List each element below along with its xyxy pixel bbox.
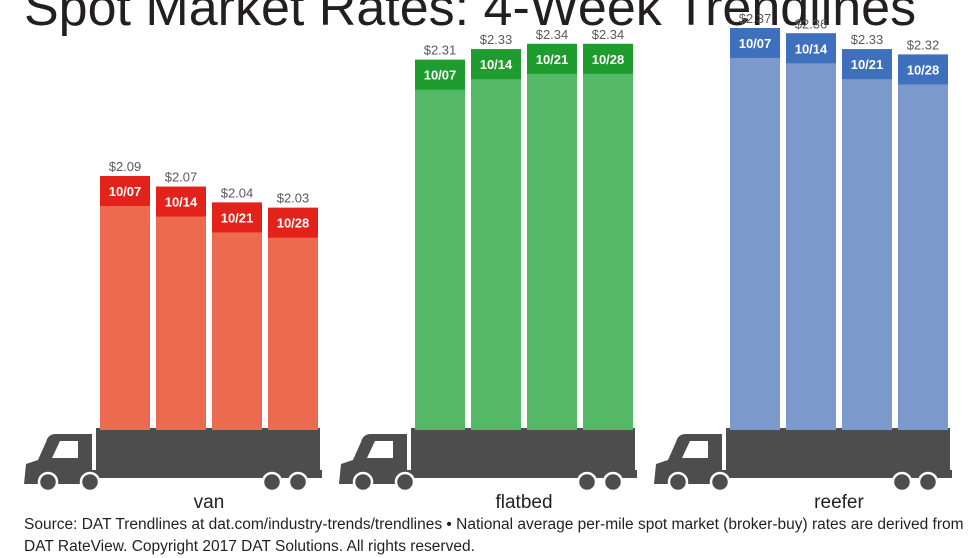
tick-label-van-2: 10/21 [221,210,254,225]
bar-cap-flatbed-3 [583,43,633,74]
bar-reefer-0 [730,28,780,430]
bar-cap-reefer-2 [842,49,892,80]
tick-label-flatbed-0: 10/07 [424,68,457,83]
bar-van-1 [156,186,206,430]
truck-window-1 [367,441,393,458]
tick-label-van-0: 10/07 [109,184,142,199]
data-label-van-2: $2.04 [221,185,254,200]
bar-flatbed-2 [527,43,577,430]
category-label-van: van [194,492,225,513]
bar-cap-van-0 [100,176,150,206]
tick-label-flatbed-3: 10/28 [592,52,625,67]
bar-van-2 [212,202,262,430]
bar-flatbed-0 [415,59,465,430]
truck-window-2 [682,441,708,458]
tick-label-van-3: 10/28 [277,216,310,231]
truck-wheel-1-1 [394,471,416,493]
truck-wheel-1-0 [352,471,374,493]
bar-flatbed-3 [583,43,633,430]
bar-cap-flatbed-1 [471,49,521,80]
bar-cap-reefer-1 [786,33,836,64]
data-label-reefer-1: $2.36 [795,16,828,31]
category-label-flatbed: flatbed [495,492,552,513]
source-note: Source: DAT Trendlines at dat.com/indust… [24,516,964,555]
truck-window-0 [52,441,78,458]
truck-frame-1 [345,470,637,478]
tick-label-reefer-3: 10/28 [907,62,940,77]
bar-cap-reefer-0 [730,28,780,58]
data-label-flatbed-1: $2.33 [480,32,513,47]
data-label-van-3: $2.03 [277,191,310,206]
bar-flatbed-1 [471,49,521,431]
tick-label-van-1: 10/14 [165,195,198,210]
bar-van-3 [268,207,318,430]
truck-frame-0 [30,470,322,478]
tick-label-reefer-0: 10/07 [739,36,772,51]
truck-wheel-2-0 [667,471,689,493]
truck-trailer-2 [726,428,950,476]
category-label-reefer: reefer [814,492,864,513]
bar-reefer-3 [898,54,948,431]
tick-label-reefer-2: 10/21 [851,57,884,72]
data-label-reefer-3: $2.32 [907,37,940,52]
bar-cap-van-3 [268,207,318,238]
tick-label-reefer-1: 10/14 [795,41,828,56]
data-label-van-0: $2.09 [109,159,142,174]
data-label-flatbed-2: $2.34 [536,27,569,42]
bar-cap-flatbed-0 [415,59,465,90]
tick-label-flatbed-1: 10/14 [480,57,513,72]
bar-cap-flatbed-2 [527,43,577,74]
truck-wheel-1-3 [602,471,624,493]
data-label-flatbed-0: $2.31 [424,43,457,58]
truck-wheel-1-2 [576,471,598,493]
data-label-reefer-0: $2.37 [739,11,772,26]
truck-trailer-1 [411,428,635,476]
bar-cap-van-2 [212,202,262,233]
bar-van-0 [100,176,150,430]
bar-cap-reefer-3 [898,54,948,85]
data-label-flatbed-3: $2.34 [592,27,625,42]
truck-wheel-0-2 [261,471,283,493]
truck-wheel-2-1 [709,471,731,493]
truck-trailer-0 [96,428,320,476]
tick-label-flatbed-2: 10/21 [536,52,569,67]
truck-wheel-0-1 [79,471,101,493]
truck-wheel-2-3 [917,471,939,493]
bar-cap-van-1 [156,186,206,217]
truck-wheel-2-2 [891,471,913,493]
truck-wheel-0-3 [287,471,309,493]
data-label-reefer-2: $2.33 [851,32,884,47]
bar-reefer-2 [842,49,892,431]
truck-frame-2 [660,470,952,478]
truck-wheel-0-0 [37,471,59,493]
bar-reefer-1 [786,33,836,431]
data-label-van-1: $2.07 [165,170,198,185]
